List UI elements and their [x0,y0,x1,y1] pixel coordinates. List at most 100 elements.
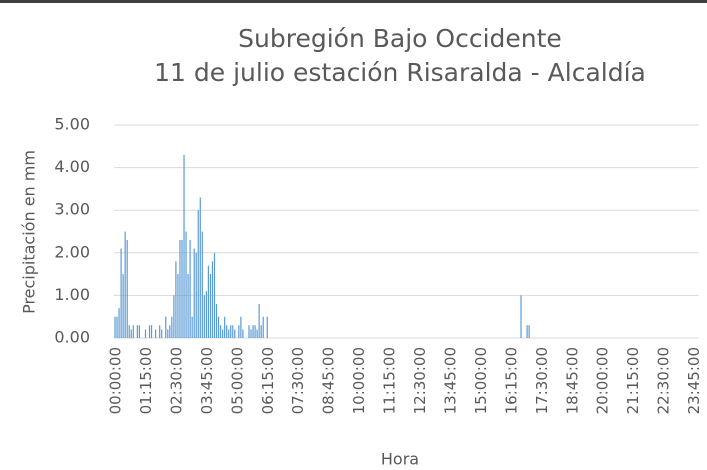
x-tick-label: 18:45:00 [563,347,581,414]
x-axis-label: Hora [381,450,419,469]
bar [205,291,207,338]
bar [148,325,151,338]
bar [234,329,236,338]
bar [197,210,199,338]
x-tick-label: 20:00:00 [594,347,612,414]
bar [189,240,191,338]
bar [201,231,203,338]
bar [224,316,226,338]
bar [167,329,169,338]
x-tick-label: 16:15:00 [502,347,520,414]
bar [256,329,258,338]
bar [130,329,132,338]
bar [203,295,205,338]
bar [114,316,116,338]
bar [181,240,183,338]
bar [195,252,197,338]
bar [226,325,228,338]
bar [193,248,195,338]
bar [528,325,530,338]
bar [124,231,126,338]
x-tick-label: 23:45:00 [685,347,703,414]
bar [122,274,124,338]
bar [116,316,118,338]
bar [238,325,240,338]
y-tick-label: 3.00 [54,200,90,219]
x-tick-label: 06:15:00 [259,347,277,414]
x-tick-label: 05:00:00 [228,347,246,414]
bar [132,325,134,338]
bar [258,303,260,338]
bar [155,329,157,338]
bar [207,265,209,338]
x-tick-label: 11:15:00 [381,347,399,414]
bar [150,325,153,338]
y-tick-label: 2.00 [54,242,90,261]
bar [159,325,161,338]
bar [230,325,232,338]
y-tick-label: 4.00 [54,157,90,176]
bar [242,329,244,338]
bar [222,329,224,338]
bar [520,295,522,338]
bar [260,325,262,338]
bar [165,316,167,338]
bar [215,303,218,338]
x-tick-label: 02:30:00 [167,347,185,414]
bar [219,325,222,338]
x-tick-label: 07:30:00 [289,347,307,414]
x-tick-label: 00:00:00 [107,347,125,414]
bar [266,316,268,338]
bar [217,316,220,338]
y-tick-label: 0.00 [54,328,90,347]
bar [211,261,214,338]
bar [171,316,173,338]
bar [191,316,193,338]
bar [136,325,138,338]
bar [161,329,163,338]
y-axis-label: Precipitación en mm [20,150,39,314]
x-tick-label: 21:15:00 [624,347,642,414]
x-tick-label: 13:45:00 [441,347,459,414]
chart-subtitle: 11 de julio estación Risaralda - Alcaldí… [154,58,646,87]
bar [120,248,122,338]
y-tick-label: 1.00 [54,285,90,304]
bar [228,329,230,338]
bar [199,197,201,338]
x-tick-label: 10:00:00 [350,347,368,414]
bar [126,240,128,338]
bar [175,261,177,338]
bar [262,316,264,338]
bar [173,295,175,338]
bar [254,325,256,338]
x-tick-label: 22:30:00 [655,347,673,414]
bar [138,325,140,338]
x-tick-label: 17:30:00 [533,347,551,414]
bar [240,316,242,338]
bar [252,325,254,338]
top-border [0,0,707,3]
bar [248,325,250,338]
y-tick-label: 5.00 [54,115,90,134]
bar [187,274,189,338]
bar [179,240,181,338]
x-tick-label: 01:15:00 [137,347,155,414]
bar [250,329,252,338]
bar [526,325,528,338]
bar [118,308,120,338]
x-tick-label: 15:00:00 [472,347,490,414]
bar [213,252,216,338]
bar [177,274,179,338]
bar [183,154,185,338]
bar [185,231,187,338]
bar [144,329,147,338]
x-tick-label: 08:45:00 [320,347,338,414]
bar [232,325,234,338]
bar [128,325,130,338]
bar [209,274,212,338]
bar [169,325,171,338]
x-tick-label: 03:45:00 [198,347,216,414]
x-tick-label: 12:30:00 [411,347,429,414]
chart-title: Subregión Bajo Occidente [238,24,562,53]
